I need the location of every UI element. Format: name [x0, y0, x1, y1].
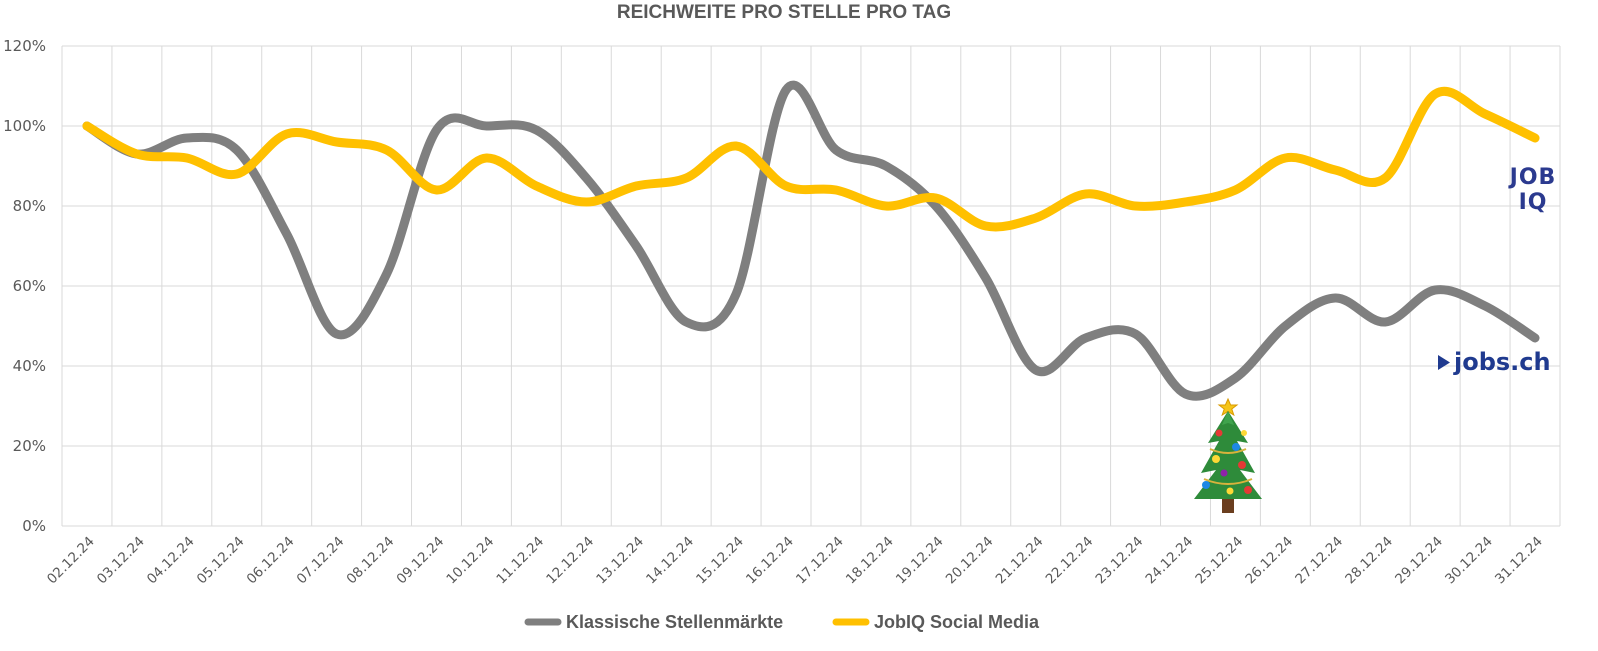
x-tick-label: 29.12.24 — [1392, 534, 1446, 588]
y-tick-label: 80% — [13, 197, 46, 215]
x-tick-label: 21.12.24 — [993, 534, 1047, 588]
x-tick-label: 20.12.24 — [943, 534, 997, 588]
x-tick-label: 19.12.24 — [893, 534, 947, 588]
x-tick-label: 23.12.24 — [1093, 534, 1147, 588]
x-tick-label: 09.12.24 — [393, 534, 447, 588]
x-tick-label: 25.12.24 — [1192, 534, 1246, 588]
x-tick-label: 14.12.24 — [643, 534, 697, 588]
x-tick-label: 12.12.24 — [543, 534, 597, 588]
christmas-tree-icon — [1194, 397, 1262, 513]
x-tick-label: 04.12.24 — [144, 534, 198, 588]
x-tick-label: 03.12.24 — [94, 534, 148, 588]
y-tick-label: 40% — [13, 357, 46, 375]
jobiq-logo: JOB IQ — [1508, 165, 1557, 215]
svg-text:jobs.ch: jobs.ch — [1453, 348, 1551, 376]
y-tick-label: 60% — [13, 277, 46, 295]
x-tick-label: 10.12.24 — [443, 534, 497, 588]
x-tick-label: 07.12.24 — [294, 534, 348, 588]
x-tick-label: 11.12.24 — [493, 534, 547, 588]
svg-text:JOB: JOB — [1508, 165, 1557, 190]
x-tick-label: 08.12.24 — [344, 534, 398, 588]
x-tick-label: 27.12.24 — [1292, 534, 1346, 588]
y-tick-label: 100% — [3, 117, 46, 135]
legend: Klassische Stellenmärkte JobIQ Social Me… — [524, 612, 1040, 632]
series-line-0 — [82, 80, 1540, 401]
x-tick-label: 30.12.24 — [1442, 534, 1496, 588]
x-tick-label: 28.12.24 — [1342, 534, 1396, 588]
y-axis-ticks: 0% 20% 40% 60% 80% 100% 120% — [3, 37, 46, 535]
x-tick-label: 22.12.24 — [1043, 534, 1097, 588]
legend-label-series-0: Klassische Stellenmärkte — [566, 612, 783, 632]
svg-text:IQ: IQ — [1519, 190, 1548, 215]
x-tick-label: 16.12.24 — [743, 534, 797, 588]
x-tick-label: 31.12.24 — [1492, 534, 1546, 588]
x-tick-label: 05.12.24 — [194, 534, 248, 588]
x-tick-label: 18.12.24 — [843, 534, 897, 588]
series-line-1 — [82, 86, 1540, 232]
x-tick-label: 06.12.24 — [244, 534, 298, 588]
series-lines — [82, 80, 1540, 401]
x-tick-label: 17.12.24 — [793, 534, 847, 588]
legend-label-series-1: JobIQ Social Media — [874, 612, 1040, 632]
x-tick-label: 15.12.24 — [693, 534, 747, 588]
y-tick-label: 120% — [3, 37, 46, 55]
jobsch-logo: jobs.ch — [1438, 348, 1551, 376]
x-axis-ticks: 02.12.2403.12.2404.12.2405.12.2406.12.24… — [44, 534, 1546, 588]
y-tick-label: 0% — [22, 517, 46, 535]
x-tick-label: 26.12.24 — [1242, 534, 1296, 588]
x-tick-label: 13.12.24 — [593, 534, 647, 588]
x-tick-label: 02.12.24 — [44, 534, 98, 588]
y-tick-label: 20% — [13, 437, 46, 455]
x-tick-label: 24.12.24 — [1142, 534, 1196, 588]
chart-title: REICHWEITE PRO STELLE PRO TAG — [617, 2, 951, 23]
